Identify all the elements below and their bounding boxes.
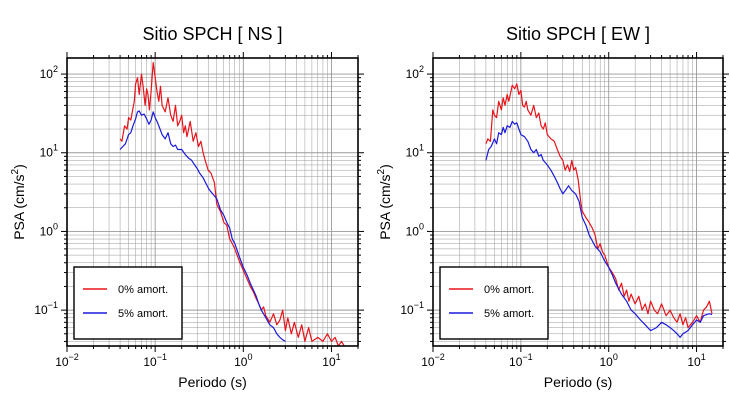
legend-box xyxy=(73,266,183,340)
tick-label-base: 10 xyxy=(400,303,414,317)
tick-label-base: 10 xyxy=(600,355,614,369)
x-axis-label: Periodo (s) xyxy=(544,374,612,390)
legend: 0% amort. 5% amort. xyxy=(73,266,183,340)
tick-label-exponent: −1 xyxy=(48,300,58,310)
series-line-blue xyxy=(119,110,286,342)
tick-label-base: 10 xyxy=(509,355,523,369)
y-tick-label: 102 xyxy=(406,64,424,81)
y-tick-label: 100 xyxy=(40,221,58,238)
tick-label-base: 10 xyxy=(322,355,336,369)
tick-label-base: 10 xyxy=(406,224,420,238)
tick-label-exponent: 1 xyxy=(336,352,341,362)
x-tick-label: 10−1 xyxy=(143,352,167,369)
x-tick-label: 10−2 xyxy=(421,352,445,369)
y-axis-label: PSA (cm/s2) xyxy=(376,164,393,240)
tick-label-exponent: 0 xyxy=(419,221,424,231)
x-tick-label: 101 xyxy=(322,352,340,369)
chart-title: Sitio SPCH [ NS ] xyxy=(142,24,282,44)
tick-label-base: 10 xyxy=(143,355,157,369)
tick-label-base: 10 xyxy=(421,355,435,369)
series-line-blue xyxy=(485,120,713,338)
y-tick-label: 10−1 xyxy=(400,300,424,317)
y-axis-label-exponent: 2 xyxy=(10,168,21,174)
y-axis-label-suffix: ) xyxy=(11,164,27,169)
y-axis-label-text: PSA (cm/s xyxy=(377,174,393,239)
legend-label: 5% amort. xyxy=(484,308,534,320)
tick-label-base: 10 xyxy=(40,224,54,238)
chart-title: Sitio SPCH [ EW ] xyxy=(506,24,650,44)
x-tick-label: 100 xyxy=(600,352,618,369)
tick-label-exponent: 2 xyxy=(53,64,58,74)
tick-label-exponent: 1 xyxy=(701,352,706,362)
tick-label-base: 10 xyxy=(40,67,54,81)
tick-label-exponent: −2 xyxy=(69,352,79,362)
tick-label-exponent: −1 xyxy=(522,352,532,362)
legend-label: 0% amort. xyxy=(118,284,168,296)
axis-frame xyxy=(66,57,359,347)
grid xyxy=(432,58,724,346)
x-tick-label: 10−1 xyxy=(509,352,533,369)
series-line-red xyxy=(119,61,345,347)
x-tick-label: 101 xyxy=(687,352,705,369)
tick-label-base: 10 xyxy=(406,146,420,160)
tick-label-exponent: −1 xyxy=(157,352,167,362)
y-axis-label-exponent: 2 xyxy=(376,168,387,174)
tick-label-exponent: 0 xyxy=(53,221,58,231)
legend-label: 5% amort. xyxy=(118,308,168,320)
tick-label-exponent: 2 xyxy=(419,64,424,74)
x-axis-label: Periodo (s) xyxy=(178,374,246,390)
tick-label-base: 10 xyxy=(234,355,248,369)
y-axis-label-text: PSA (cm/s xyxy=(11,174,27,239)
tick-label-base: 10 xyxy=(406,67,420,81)
tick-label-exponent: 0 xyxy=(613,352,618,362)
tick-label-base: 10 xyxy=(687,355,701,369)
legend: 0% amort. 5% amort. xyxy=(439,266,549,340)
tick-label-base: 10 xyxy=(34,303,48,317)
tick-label-exponent: −1 xyxy=(414,300,424,310)
y-axis-label-suffix: ) xyxy=(377,164,393,169)
tick-label-base: 10 xyxy=(40,146,54,160)
y-tick-label: 101 xyxy=(406,143,424,160)
tick-label-exponent: 1 xyxy=(419,143,424,153)
tick-label-base: 10 xyxy=(55,355,69,369)
y-tick-label: 10−1 xyxy=(34,300,58,317)
y-tick-label: 100 xyxy=(406,221,424,238)
series-line-red xyxy=(485,83,713,329)
legend-label: 0% amort. xyxy=(484,284,534,296)
tick-label-exponent: 0 xyxy=(247,352,252,362)
axis-frame xyxy=(432,57,724,347)
y-axis-label: PSA (cm/s2) xyxy=(10,164,27,240)
tick-label-exponent: 1 xyxy=(53,143,58,153)
legend-box xyxy=(439,266,549,340)
tick-label-exponent: −2 xyxy=(435,352,445,362)
y-tick-label: 101 xyxy=(40,143,58,160)
y-tick-label: 102 xyxy=(40,64,58,81)
x-tick-label: 100 xyxy=(234,352,252,369)
x-tick-label: 10−2 xyxy=(55,352,79,369)
